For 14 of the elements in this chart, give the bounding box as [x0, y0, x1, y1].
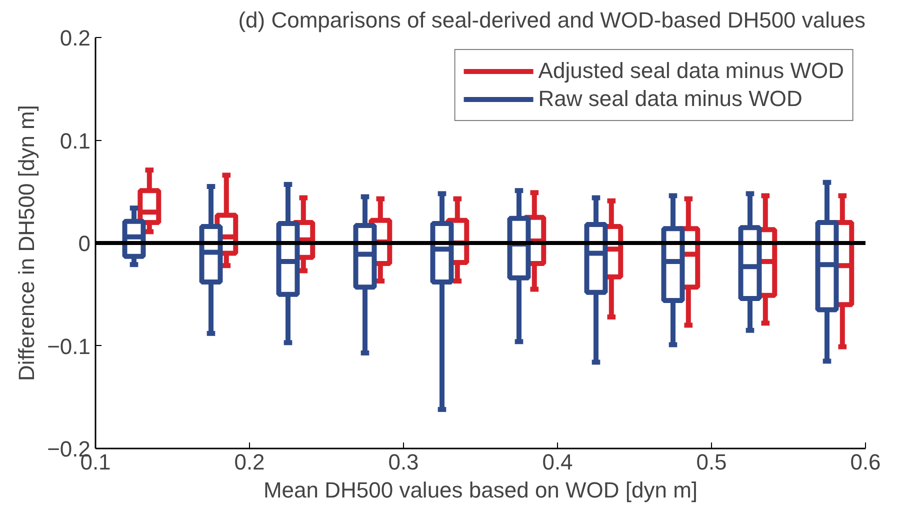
x-tick-label: 0.6	[850, 450, 881, 474]
legend-label: Adjusted seal data minus WOD	[538, 58, 844, 84]
x-tick-label: 0.5	[696, 450, 727, 474]
y-tick-label: 0.1	[60, 128, 91, 154]
x-tick-label: 0.4	[542, 450, 573, 474]
y-tick-label: 0.2	[60, 26, 91, 50]
x-tick-label: 0.2	[234, 450, 265, 474]
chart-title: (d) Comparisons of seal-derived and WOD-based DH500 values	[238, 8, 866, 32]
legend-label: Raw seal data minus WOD	[538, 86, 802, 112]
y-tick-label: 0	[78, 231, 91, 256]
x-axis-title: Mean DH500 values based on WOD [dyn m]	[263, 478, 698, 502]
y-axis-title: Difference in DH500 [dyn m]	[14, 105, 40, 381]
x-tick-label: 0.3	[388, 450, 419, 474]
y-tick-label: −0.1	[47, 334, 91, 359]
